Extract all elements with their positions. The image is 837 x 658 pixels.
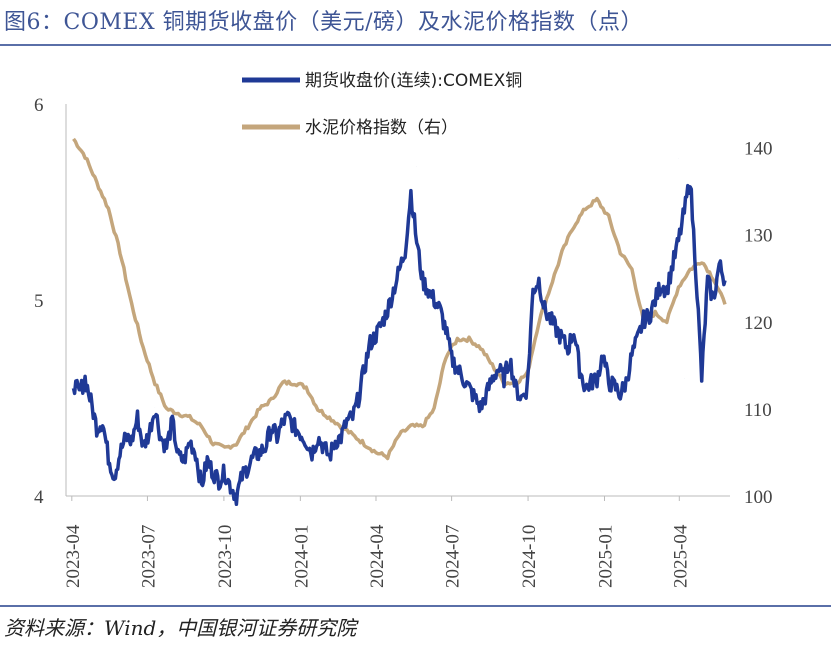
x-tick-label: 2025-04 (670, 524, 691, 588)
y-left-tick-label: 6 (34, 95, 44, 116)
y-right-tick-label: 100 (744, 487, 773, 508)
y-left-tick-label: 4 (34, 487, 44, 508)
copper-price-line (71, 183, 727, 507)
y-right-tick-label: 140 (744, 139, 773, 160)
bottom-rule (0, 605, 831, 607)
x-tick-label: 2025-01 (596, 525, 617, 588)
top-rule (0, 44, 831, 46)
y-right-tick-label: 110 (744, 400, 772, 421)
chart-title: 图6：COMEX 铜期货收盘价（美元/磅）及水泥价格指数（点） (4, 10, 644, 35)
y-right-tick-label: 120 (744, 313, 773, 334)
y-left-tick-label: 5 (34, 291, 44, 312)
x-tick-label: 2023-10 (215, 525, 236, 588)
x-tick-label: 2024-01 (291, 525, 312, 588)
x-tick-label: 2024-04 (367, 524, 388, 588)
legend-label-copper: 期货收盘价(连续):COMEX铜 (305, 71, 522, 91)
series-lines (71, 137, 727, 507)
x-tick-label: 2023-07 (138, 525, 159, 588)
chart-svg: 4 5 6 100 110 120 130 140 2023-04 2023-07 2023-10 2… (34, 71, 773, 588)
x-tick-label: 2024-07 (443, 525, 464, 588)
axes: 4 5 6 100 110 120 130 140 2023-04 2023-07 2023-10 2… (34, 95, 773, 588)
source-note: 资料来源：Wind，中国银河证券研究院 (4, 616, 357, 640)
x-tick-label: 2023-04 (63, 524, 84, 588)
legend-label-cement: 水泥价格指数（右） (305, 118, 458, 138)
cement-index-line (72, 137, 727, 461)
y-right-tick-label: 130 (744, 226, 773, 247)
x-tick-label: 2024-10 (519, 525, 540, 588)
